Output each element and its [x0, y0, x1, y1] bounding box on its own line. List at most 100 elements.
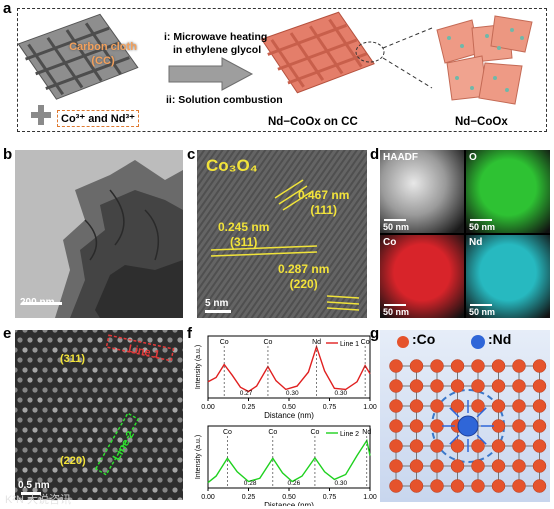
co-atom — [471, 439, 485, 453]
co-atom — [450, 379, 465, 393]
eds-scale-label: 50 nm — [383, 222, 410, 232]
x-tick-label: 0.00 — [201, 404, 215, 411]
scale-bar-c: 5 nm — [205, 298, 229, 309]
haadf-stem-image-e — [15, 330, 183, 500]
co-atom — [512, 379, 526, 393]
co-atom — [409, 459, 424, 473]
spacing-label: 0.30 — [335, 390, 348, 397]
co-atom — [491, 439, 506, 453]
co-atom — [532, 479, 547, 493]
plus-icon — [31, 105, 51, 125]
eds-element-label: Co — [383, 237, 397, 248]
watermark: K²N 大说咨讯 — [5, 494, 71, 506]
nd-legend-atom — [471, 335, 485, 349]
eds-tile-haadf: HAADF 50 nm — [380, 150, 464, 233]
co-atom — [409, 399, 424, 413]
co-legend-atom — [397, 336, 409, 348]
co-atom — [532, 439, 547, 453]
co-atom — [430, 419, 444, 433]
co-atom — [512, 439, 526, 453]
co-atom — [450, 439, 465, 453]
co-atom — [512, 399, 526, 413]
product-label: Nd−CoOx — [455, 116, 508, 128]
co-atom — [491, 479, 506, 493]
spacing-label: 0.26 — [288, 480, 301, 487]
panel-label-c: c — [187, 146, 196, 163]
eds-element-label: HAADF — [383, 152, 418, 163]
co-atom — [532, 379, 547, 393]
d-spacing-111: 0.467 nm (111) — [298, 188, 350, 217]
legend-label: Line 2 — [340, 431, 359, 438]
plane-311-label: (311) — [60, 353, 86, 365]
panel-label-g: g — [370, 325, 380, 342]
peak-label: Co — [263, 339, 272, 346]
co-atom — [532, 359, 547, 373]
eds-tile-o: O 50 nm — [466, 150, 550, 233]
eds-tile-nd: Nd 50 nm — [466, 235, 550, 318]
eds-scale-label: 50 nm — [469, 222, 496, 232]
d-spacing-220: 0.287 nm (220) — [278, 262, 330, 291]
co-atom — [471, 479, 485, 493]
co-atom — [389, 439, 403, 453]
co-atom — [389, 459, 403, 473]
eds-scale-bar — [470, 219, 492, 221]
co-atom — [389, 419, 403, 433]
eds-scale-bar — [384, 304, 406, 306]
line-profile-charts: 0.00 0.25 0.50 0.75 1.00 Distance (nm) Intensi… — [195, 335, 377, 506]
co-atom — [471, 459, 485, 473]
plane-220-label: (220) — [60, 455, 86, 467]
co-atom — [409, 439, 424, 453]
eds-tile-co: Co 50 nm — [380, 235, 464, 318]
step-i-text: i: Microwave heating in ethylene glycol — [164, 31, 268, 56]
series-line — [207, 438, 371, 484]
series-line — [207, 344, 371, 393]
co-atom — [409, 419, 424, 433]
co-atom — [430, 439, 444, 453]
co-atom — [430, 459, 444, 473]
co-atom — [512, 459, 526, 473]
scale-bar-b: 200 nm — [20, 297, 55, 308]
co-atom — [450, 479, 465, 493]
peak-label: Co — [223, 429, 232, 436]
co-atom — [430, 399, 444, 413]
co-atom — [491, 459, 506, 473]
carbon-cloth-image — [17, 13, 139, 100]
x-axis-label: Distance (nm) — [264, 411, 314, 420]
co-atom — [471, 359, 485, 373]
x-tick-label: 0.50 — [282, 404, 296, 411]
co-atom — [430, 359, 444, 373]
x-tick-label: 1.00 — [363, 494, 377, 501]
spacing-label: 0.28 — [244, 480, 257, 487]
hrtem-image-c — [197, 150, 367, 318]
spacing-label: 0.30 — [286, 390, 299, 397]
y-axis-label: Intensity (a.u.) — [195, 345, 202, 389]
peak-label: Co — [361, 339, 370, 346]
expansion-arrow — [449, 434, 460, 445]
legend-co-label: :Co — [412, 331, 436, 347]
scheme-svg — [17, 11, 533, 125]
x-tick-label: 0.25 — [242, 494, 256, 501]
eds-scale-label: 50 nm — [383, 307, 410, 317]
co-atom — [450, 399, 465, 413]
spacing-label: 0.27 — [240, 390, 253, 397]
scale-bar-e: 0.5 nm — [18, 480, 50, 491]
legend-nd-label: :Nd — [488, 331, 512, 347]
co-atom — [491, 359, 506, 373]
scheme-panel — [17, 8, 547, 132]
peak-label: Nd — [312, 339, 321, 346]
co-atom — [450, 459, 465, 473]
co-atom — [389, 399, 403, 413]
panel-label-e: e — [3, 325, 12, 342]
panel-label-a: a — [3, 0, 12, 17]
co-atom — [532, 399, 547, 413]
eds-map-grid: HAADF 50 nm O 50 nm Co 50 nm Nd 50 nm — [380, 150, 550, 318]
x-tick-label: 0.00 — [201, 494, 215, 501]
co-atom — [430, 479, 444, 493]
legend-label: Line 1 — [340, 341, 359, 348]
co-atom — [430, 379, 444, 393]
expansion-arrow — [449, 407, 460, 418]
x-tick-label: 0.50 — [282, 494, 296, 501]
carbon-cloth-label: Carbon cloth (CC) — [69, 41, 137, 67]
panel-label-d: d — [370, 146, 380, 163]
eds-scale-bar — [470, 304, 492, 306]
